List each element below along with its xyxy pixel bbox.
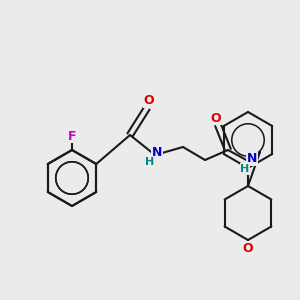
Text: H: H bbox=[146, 157, 154, 167]
Text: O: O bbox=[144, 94, 154, 107]
Text: F: F bbox=[68, 130, 76, 142]
Text: N: N bbox=[152, 146, 162, 158]
Text: N: N bbox=[247, 152, 257, 166]
Text: O: O bbox=[211, 112, 221, 124]
Text: H: H bbox=[240, 164, 250, 174]
Text: O: O bbox=[243, 242, 253, 256]
